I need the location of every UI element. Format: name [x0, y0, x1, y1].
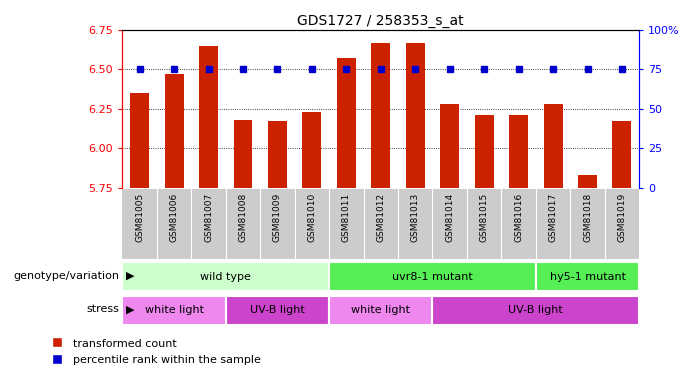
Text: GSM81018: GSM81018	[583, 193, 592, 242]
Bar	[613, 122, 632, 188]
Text: GSM81009: GSM81009	[273, 193, 282, 242]
Text: genotype/variation: genotype/variation	[13, 271, 119, 280]
Bar	[268, 122, 287, 188]
Text: GSM81012: GSM81012	[376, 193, 386, 242]
Bar	[475, 115, 494, 188]
Bar	[122, 262, 329, 291]
Bar	[337, 58, 356, 188]
Text: white light: white light	[352, 305, 410, 315]
Bar	[303, 112, 322, 188]
Bar	[406, 43, 425, 188]
Text: GSM81015: GSM81015	[479, 193, 489, 242]
Legend: transformed count, percentile rank within the sample: transformed count, percentile rank withi…	[46, 333, 265, 369]
Bar	[130, 93, 149, 188]
Text: GSM81013: GSM81013	[411, 193, 420, 242]
Text: GSM81017: GSM81017	[549, 193, 558, 242]
Bar	[329, 296, 432, 325]
Bar	[432, 296, 639, 325]
Text: GSM81010: GSM81010	[307, 193, 316, 242]
Title: GDS1727 / 258353_s_at: GDS1727 / 258353_s_at	[297, 13, 464, 28]
Bar	[226, 296, 329, 325]
Bar	[543, 104, 562, 188]
Text: GSM81007: GSM81007	[204, 193, 213, 242]
Text: UV-B light: UV-B light	[509, 305, 563, 315]
Text: ▶: ▶	[126, 271, 135, 280]
Bar	[233, 120, 252, 188]
Text: GSM81011: GSM81011	[342, 193, 351, 242]
Bar	[440, 104, 459, 188]
Text: UV-B light: UV-B light	[250, 305, 305, 315]
Text: uvr8-1 mutant: uvr8-1 mutant	[392, 272, 473, 282]
Text: GSM81008: GSM81008	[239, 193, 248, 242]
Bar	[536, 262, 639, 291]
Text: stress: stress	[86, 304, 119, 314]
Text: wild type: wild type	[201, 272, 251, 282]
Text: white light: white light	[145, 305, 203, 315]
Bar	[122, 296, 226, 325]
Text: GSM81005: GSM81005	[135, 193, 144, 242]
Bar	[165, 74, 184, 188]
Bar	[578, 175, 597, 188]
Bar	[199, 46, 218, 188]
Text: hy5-1 mutant: hy5-1 mutant	[549, 272, 626, 282]
Bar	[371, 43, 390, 188]
Bar	[329, 262, 536, 291]
Bar	[509, 115, 528, 188]
Text: GSM81006: GSM81006	[169, 193, 179, 242]
Text: GSM81019: GSM81019	[617, 193, 626, 242]
Text: ▶: ▶	[126, 304, 135, 314]
Text: GSM81014: GSM81014	[445, 193, 454, 242]
Text: GSM81016: GSM81016	[514, 193, 523, 242]
